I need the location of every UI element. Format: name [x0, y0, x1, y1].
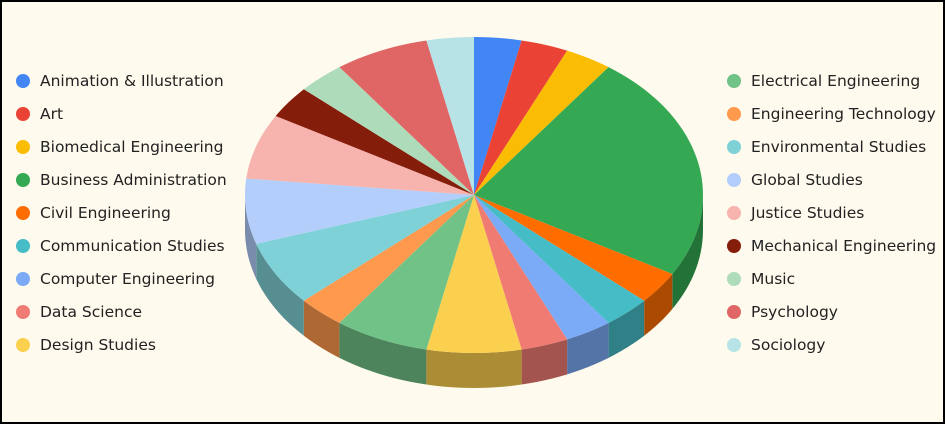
legend-swatch: [727, 107, 741, 121]
legend-label: Mechanical Engineering: [751, 237, 937, 255]
pie-slice-electrical-engineering[interactable]: [339, 195, 474, 350]
pie-slice-business-administration[interactable]: [474, 67, 703, 275]
legend-swatch: [727, 173, 741, 187]
legend-swatch: [727, 206, 741, 220]
pie-slice-side: [426, 349, 522, 388]
legend-label: Computer Engineering: [40, 270, 215, 288]
legend-label: Business Administration: [40, 171, 227, 189]
legend-label: Civil Engineering: [40, 204, 171, 222]
legend-item[interactable]: Mechanical Engineering: [727, 236, 936, 256]
legend-item[interactable]: Environmental Studies: [727, 137, 926, 157]
pie-slice-art[interactable]: [474, 40, 568, 196]
legend-label: Communication Studies: [40, 237, 225, 255]
pie-slice-psychology[interactable]: [339, 40, 474, 196]
legend-swatch: [727, 140, 741, 154]
legend-label: Environmental Studies: [751, 138, 927, 156]
pie-slice-justice-studies[interactable]: [246, 116, 474, 195]
legend-item[interactable]: Biomedical Engineering: [16, 137, 223, 157]
pie-slice-global-studies[interactable]: [245, 178, 474, 244]
legend-label: Psychology: [751, 303, 838, 321]
legend-swatch: [16, 338, 30, 352]
legend-item[interactable]: Computer Engineering: [16, 269, 215, 289]
legend-label: Music: [751, 270, 796, 288]
pie-slice-mechanical-engineering[interactable]: [275, 89, 474, 195]
legend-swatch: [727, 239, 741, 253]
legend-label: Biomedical Engineering: [40, 138, 224, 156]
legend-label: Sociology: [751, 336, 826, 354]
legend-label: Data Science: [40, 303, 143, 321]
pie-slice-design-studies[interactable]: [426, 195, 522, 353]
legend-swatch: [727, 272, 741, 286]
pie-slice-side: [339, 322, 427, 385]
legend-label: Global Studies: [751, 171, 863, 189]
legend-item[interactable]: Data Science: [16, 302, 142, 322]
legend-item[interactable]: Electrical Engineering: [727, 71, 920, 91]
legend-swatch: [16, 173, 30, 187]
legend-label: Animation & Illustration: [40, 72, 224, 90]
pie-slice-sociology[interactable]: [426, 37, 474, 195]
legend-swatch: [727, 305, 741, 319]
pie-slice-side: [303, 300, 340, 358]
legend-swatch: [727, 338, 741, 352]
pie-slice-environmental-studies[interactable]: [256, 195, 474, 301]
legend-label: Art: [40, 105, 64, 123]
pie-slice-civil-engineering[interactable]: [474, 195, 673, 301]
legend-swatch: [727, 74, 741, 88]
legend-item[interactable]: Global Studies: [727, 170, 863, 190]
legend-swatch: [16, 74, 30, 88]
pie-slice-side: [245, 195, 257, 279]
pie-slice-side: [644, 274, 673, 336]
legend-label: Electrical Engineering: [751, 72, 921, 90]
legend-swatch: [16, 107, 30, 121]
legend-label: Engineering Technology: [751, 105, 936, 123]
legend-item[interactable]: Communication Studies: [16, 236, 225, 256]
pie-slice-computer-engineering[interactable]: [474, 195, 609, 340]
legend-item[interactable]: Animation & Illustration: [16, 71, 224, 91]
legend-item[interactable]: Business Administration: [16, 170, 227, 190]
pie-slice-data-science[interactable]: [474, 195, 568, 350]
legend-item[interactable]: Art: [16, 104, 63, 124]
pie-slice-side: [672, 195, 703, 309]
legend-item[interactable]: Sociology: [727, 335, 825, 355]
legend-item[interactable]: Justice Studies: [727, 203, 864, 223]
legend-item[interactable]: Design Studies: [16, 335, 156, 355]
pie-slice-animation-illustration[interactable]: [474, 37, 522, 195]
legend-swatch: [16, 239, 30, 253]
legend-swatch: [16, 305, 30, 319]
legend-item[interactable]: Music: [727, 269, 795, 289]
pie-slice-biomedical-engineering[interactable]: [474, 50, 609, 195]
pie-slice-communication-studies[interactable]: [474, 195, 645, 323]
legend-item[interactable]: Civil Engineering: [16, 203, 171, 223]
pie-slice-side: [521, 339, 568, 385]
legend-item[interactable]: Psychology: [727, 302, 838, 322]
pie-slice-music[interactable]: [303, 67, 474, 195]
legend-label: Justice Studies: [751, 204, 865, 222]
legend-swatch: [16, 140, 30, 154]
pie-slice-side: [567, 322, 609, 375]
pie-slice-engineering-technology[interactable]: [303, 195, 474, 323]
legend-item[interactable]: Engineering Technology: [727, 104, 936, 124]
legend-swatch: [16, 272, 30, 286]
pie-slice-side: [256, 243, 304, 336]
legend-label: Design Studies: [40, 336, 156, 354]
legend-swatch: [16, 206, 30, 220]
pie-slice-side: [608, 300, 645, 358]
